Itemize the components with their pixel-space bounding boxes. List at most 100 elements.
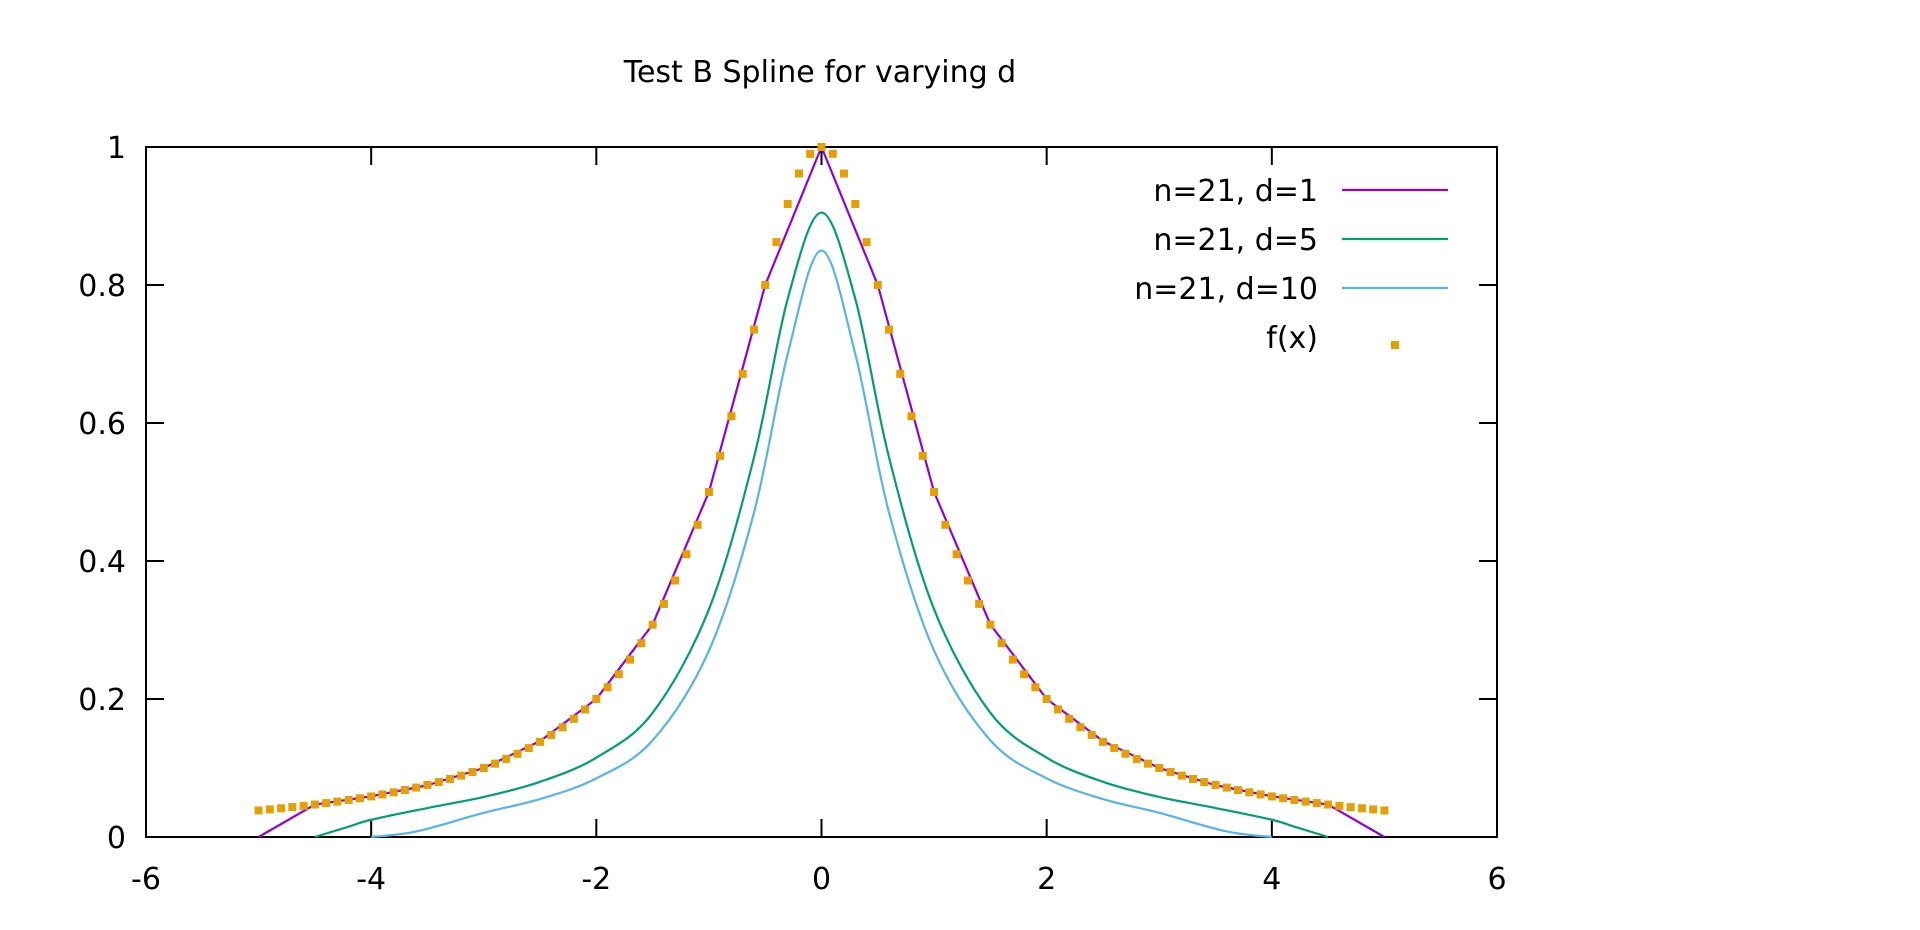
- data-point: [1200, 778, 1209, 787]
- data-point: [840, 169, 849, 178]
- data-point: [806, 149, 815, 158]
- data-point: [885, 325, 894, 334]
- data-point: [491, 759, 500, 768]
- legend-label: n=21, d=1: [1153, 174, 1318, 209]
- data-point: [851, 199, 860, 208]
- data-point: [344, 795, 353, 804]
- data-point: [1143, 759, 1152, 768]
- data-point: [1324, 800, 1333, 809]
- data-point: [592, 695, 601, 703]
- data-point: [749, 325, 758, 334]
- data-point: [862, 238, 871, 247]
- data-point: [569, 714, 578, 723]
- data-point: [367, 792, 376, 801]
- data-point: [603, 683, 612, 692]
- data-point: [1065, 714, 1074, 723]
- y-tick-label: 0.4: [78, 545, 126, 580]
- chart-title: Test B Spline for varying d: [623, 55, 1016, 90]
- data-point: [412, 783, 421, 792]
- data-point: [1222, 783, 1231, 792]
- data-point: [1380, 806, 1389, 815]
- data-point: [659, 599, 668, 608]
- data-point: [637, 639, 646, 648]
- data-point: [1234, 786, 1243, 795]
- x-tick-label: 0: [812, 862, 831, 897]
- data-point: [322, 799, 331, 808]
- data-point: [299, 801, 308, 810]
- data-point: [265, 805, 274, 814]
- data-point: [704, 488, 713, 496]
- data-point: [952, 550, 961, 559]
- data-point: [1301, 797, 1310, 806]
- data-point: [1177, 771, 1186, 780]
- data-point: [445, 774, 454, 783]
- y-tick-label: 0: [107, 821, 126, 856]
- data-point: [288, 803, 297, 812]
- data-point: [389, 788, 398, 797]
- data-point: [997, 639, 1006, 648]
- data-point: [738, 369, 747, 378]
- data-point: [581, 705, 590, 714]
- data-point: [310, 800, 319, 809]
- data-point: [524, 744, 533, 753]
- data-point: [423, 780, 432, 789]
- series-line: [314, 211, 1329, 839]
- y-tick-label: 0.8: [78, 269, 126, 304]
- legend-swatch: [1391, 341, 1399, 349]
- data-point: [1053, 705, 1062, 714]
- data-point: [907, 412, 916, 421]
- data-point: [1279, 794, 1288, 803]
- data-point: [1076, 723, 1085, 732]
- data-point: [1087, 730, 1096, 739]
- data-point: [457, 771, 466, 780]
- data-point: [727, 412, 736, 421]
- data-point: [513, 749, 522, 758]
- data-point: [716, 451, 725, 460]
- data-point: [975, 599, 984, 608]
- data-point: [1312, 799, 1321, 808]
- data-point: [400, 786, 409, 795]
- data-point: [333, 797, 342, 806]
- data-point: [1346, 803, 1355, 812]
- x-tick-label: -2: [581, 862, 611, 897]
- data-point: [1098, 737, 1107, 746]
- data-point: [693, 520, 702, 529]
- x-axis: -6 -4 -2 0 2 4 6: [131, 147, 1507, 897]
- data-point: [1256, 790, 1265, 799]
- data-point: [986, 620, 995, 629]
- data-point: [468, 767, 477, 776]
- data-point: [896, 369, 905, 378]
- data-point: [941, 520, 950, 529]
- data-point: [1020, 670, 1029, 679]
- x-tick-label: 6: [1487, 862, 1506, 897]
- y-tick-label: 0.2: [78, 683, 126, 718]
- data-point: [1166, 767, 1175, 776]
- data-point: [1189, 774, 1198, 783]
- legend-label: f(x): [1266, 321, 1318, 356]
- data-point: [828, 149, 837, 158]
- data-point: [277, 804, 286, 813]
- data-point: [783, 199, 792, 208]
- data-point: [1031, 683, 1040, 692]
- data-point: [1335, 801, 1344, 810]
- data-point: [479, 764, 488, 772]
- y-tick-label: 1: [107, 131, 126, 166]
- x-tick-label: -4: [356, 862, 386, 897]
- data-point: [355, 794, 364, 803]
- x-tick-label: 2: [1037, 862, 1056, 897]
- data-point: [536, 737, 545, 746]
- data-point: [558, 723, 567, 732]
- data-point: [1155, 764, 1164, 772]
- data-point: [1369, 805, 1378, 814]
- data-point: [930, 488, 939, 496]
- data-point: [547, 730, 556, 739]
- data-point: [1132, 754, 1141, 763]
- data-point: [1290, 795, 1299, 804]
- data-point: [873, 281, 882, 289]
- data-point: [772, 238, 781, 247]
- data-point: [1121, 749, 1130, 758]
- data-point: [614, 670, 623, 679]
- data-point: [918, 451, 927, 460]
- legend-label: n=21, d=5: [1153, 223, 1318, 258]
- data-point: [502, 754, 511, 763]
